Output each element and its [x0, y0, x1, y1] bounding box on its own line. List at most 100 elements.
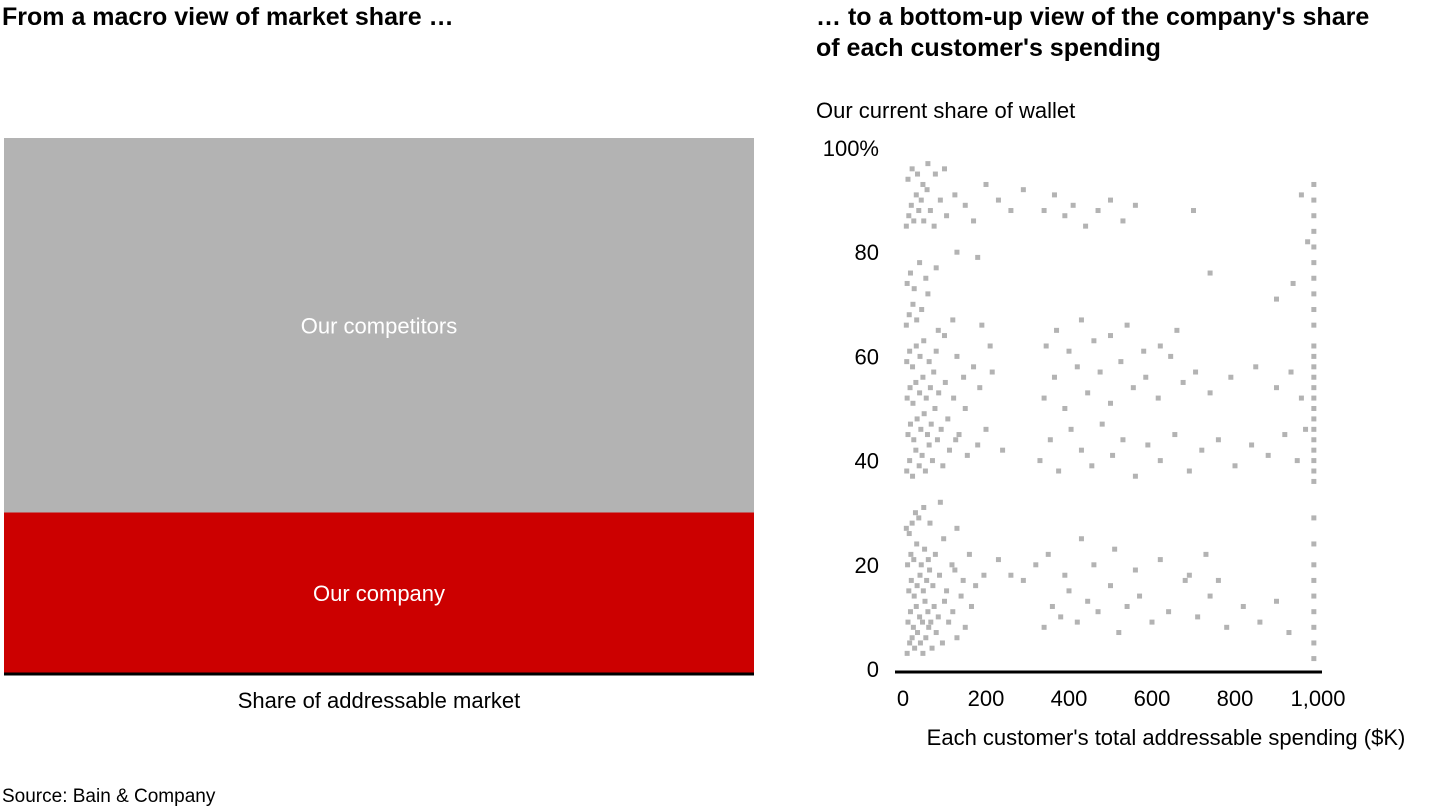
scatter-point — [1062, 213, 1068, 219]
scatter-point — [1199, 447, 1205, 453]
scatter-point — [1186, 468, 1192, 474]
scatter-point — [914, 583, 920, 589]
scatter-point — [1311, 593, 1317, 599]
scatter-point — [921, 338, 927, 344]
scatter-point — [1095, 208, 1101, 214]
scatter-point — [1311, 656, 1317, 662]
scatter-x-tick-labels: 0 200 400 600 800 1,000 — [897, 686, 1346, 711]
scatter-point — [942, 379, 948, 385]
scatter-point — [929, 645, 935, 651]
scatter-point — [1074, 364, 1080, 370]
scatter-point — [1311, 458, 1317, 464]
scatter-point — [1311, 374, 1317, 380]
scatter-point — [917, 390, 923, 396]
scatter-point — [1051, 192, 1057, 198]
scatter-point — [1311, 468, 1317, 474]
scatter-point — [1311, 213, 1317, 219]
scatter-point — [1215, 437, 1221, 443]
scatter-point — [979, 322, 985, 328]
scatter-point — [1143, 374, 1149, 380]
scatter-point — [917, 260, 923, 266]
scatter-point — [908, 202, 914, 208]
right-heading-line-1: … to a bottom-up view of the company's s… — [816, 3, 1370, 31]
scatter-point — [1097, 369, 1103, 375]
scatter-point — [914, 416, 920, 422]
scatter-point — [1132, 473, 1138, 479]
scatter-point — [927, 520, 933, 526]
scatter-point — [1311, 577, 1317, 583]
scatter-point — [904, 468, 910, 474]
scatter-point — [917, 572, 923, 578]
scatter-point — [903, 223, 909, 229]
scatter-point — [1166, 609, 1172, 615]
scatter-point — [1311, 624, 1317, 630]
scatter-point — [944, 588, 950, 594]
scatter-point — [930, 583, 936, 589]
scatter-point — [921, 411, 927, 417]
scatter-point — [1085, 390, 1091, 396]
scatter-point — [932, 406, 938, 411]
scatter-y-tick-labels: 0 20 40 60 80 100% — [823, 136, 879, 682]
scatter-point — [1311, 478, 1317, 484]
scatter-point — [1157, 458, 1163, 464]
scatter-point — [1000, 447, 1006, 453]
scatter-point — [1186, 572, 1192, 578]
scatter-point — [904, 359, 910, 365]
scatter-point — [1311, 353, 1317, 359]
scatter-point — [1311, 437, 1317, 443]
scatter-point — [920, 619, 926, 625]
scatter-point — [905, 432, 911, 438]
scatter-point — [909, 166, 915, 172]
scatter-point — [1203, 551, 1209, 557]
scatter-point — [1066, 588, 1072, 594]
scatter-point — [919, 452, 925, 458]
scatter-point — [906, 588, 912, 594]
scatter-point — [911, 557, 917, 563]
scatter-point — [923, 275, 929, 281]
scatter-point — [938, 426, 944, 432]
scatter-point — [904, 280, 910, 286]
scatter-point — [922, 598, 928, 604]
scatter-point — [1193, 369, 1199, 375]
scatter-point — [935, 327, 941, 333]
scatter-point — [1037, 458, 1043, 464]
scatter-y-tick-label: 60 — [855, 344, 879, 369]
scatter-point — [961, 374, 967, 380]
scatter-point — [920, 588, 926, 594]
scatter-point — [1240, 603, 1246, 609]
scatter-point — [1290, 280, 1296, 286]
scatter-point — [1137, 593, 1143, 599]
scatter-point — [1108, 400, 1113, 406]
scatter-x-tick-label: 600 — [1134, 686, 1171, 711]
scatter-point — [926, 359, 932, 365]
scatter-point — [903, 525, 909, 531]
scatter-point — [1311, 541, 1317, 547]
scatter-point — [1062, 572, 1068, 578]
scatter-point — [925, 609, 931, 615]
scatter-point — [925, 557, 931, 563]
scatter-point — [937, 572, 943, 578]
scatter-x-tick-label: 400 — [1051, 686, 1088, 711]
right-heading-line-2: of each customer's spending — [816, 34, 1161, 62]
scatter-point — [936, 390, 942, 396]
scatter-point — [905, 619, 911, 625]
scatter-point — [921, 218, 927, 224]
scatter-point — [924, 432, 930, 438]
scatter-point — [1130, 385, 1136, 391]
scatter-point — [931, 223, 937, 229]
scatter-y-tick-label: 40 — [855, 449, 879, 474]
scatter-point — [987, 343, 993, 349]
scatter-point — [1311, 197, 1317, 203]
scatter-point — [1041, 624, 1047, 630]
scatter-point — [909, 635, 915, 641]
scatter-point — [929, 458, 935, 464]
scatter-point — [1066, 348, 1072, 354]
scatter-point — [1311, 228, 1317, 234]
scatter-point — [1056, 468, 1062, 474]
scatter-point — [1083, 223, 1089, 229]
scatter-point — [923, 635, 929, 641]
scatter-point — [946, 619, 952, 625]
scatter-point — [1068, 426, 1074, 432]
scatter-point — [918, 197, 924, 203]
scatter-point — [1195, 614, 1201, 620]
